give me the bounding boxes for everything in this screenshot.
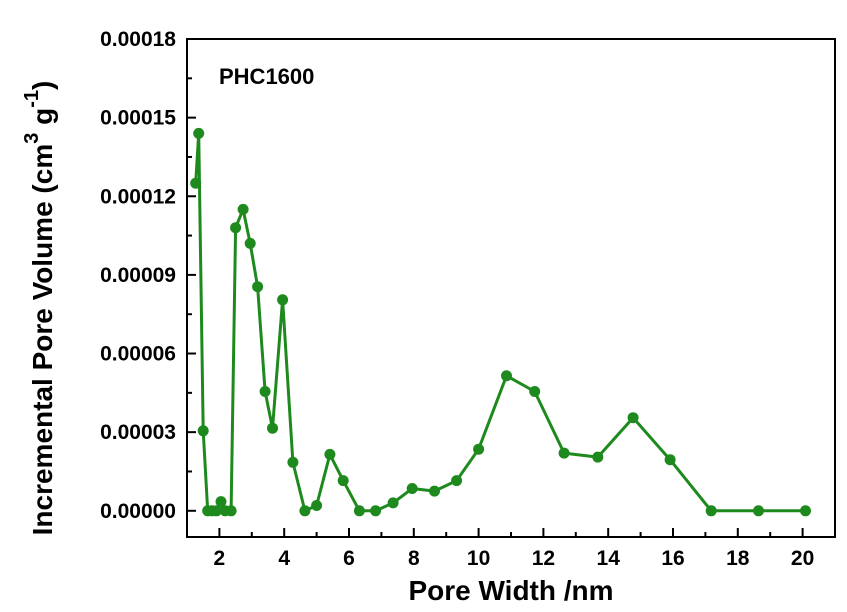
data-point bbox=[244, 237, 256, 249]
data-point bbox=[370, 505, 382, 517]
data-point bbox=[387, 497, 399, 509]
data-point bbox=[429, 485, 440, 497]
x-tick-label: 14 bbox=[597, 547, 621, 570]
data-point bbox=[287, 456, 299, 468]
data-point bbox=[353, 505, 365, 517]
data-point bbox=[215, 496, 227, 508]
y-tick-label: 0.00015 bbox=[100, 107, 176, 130]
data-point bbox=[406, 483, 418, 494]
data-point bbox=[190, 177, 202, 189]
x-tick-label: 2 bbox=[214, 547, 226, 570]
data-point bbox=[299, 505, 311, 517]
x-axis-title: Pore Width /nm bbox=[408, 575, 613, 606]
y-axis-title: Incremental Pore Volume (cm3 g-1) bbox=[21, 81, 58, 536]
data-point bbox=[311, 500, 323, 511]
data-point bbox=[230, 222, 242, 234]
data-point bbox=[237, 203, 249, 215]
data-point bbox=[592, 451, 604, 463]
y-tick-label: 0.00006 bbox=[100, 343, 176, 366]
x-tick-label: 16 bbox=[661, 547, 684, 570]
data-point bbox=[211, 505, 222, 517]
data-point bbox=[627, 412, 639, 424]
axis-ticks: 2 4 6 8 10 12 14 16 18 20 0.00000 0.00003 0.00006 0.0… bbox=[100, 28, 836, 570]
x-tick-label: 12 bbox=[532, 547, 555, 570]
y-tick-label: 0.00012 bbox=[100, 185, 176, 208]
x-tick-label: 18 bbox=[726, 547, 750, 570]
y-tick-label: 0.00018 bbox=[100, 28, 176, 51]
data-point bbox=[501, 370, 512, 382]
data-point bbox=[225, 505, 237, 517]
data-point bbox=[473, 443, 485, 455]
data-point bbox=[800, 505, 811, 517]
data-point bbox=[252, 281, 264, 293]
data-point bbox=[259, 386, 271, 397]
data-point bbox=[277, 294, 289, 306]
y-tick-label: 0.00003 bbox=[100, 421, 176, 444]
x-tick-label: 10 bbox=[467, 547, 490, 570]
data-point bbox=[529, 386, 541, 397]
plot-frame bbox=[186, 38, 836, 538]
sample-label: PHC1600 bbox=[219, 64, 314, 89]
data-point bbox=[197, 425, 209, 437]
data-point bbox=[267, 422, 278, 434]
series-pore-volume bbox=[190, 127, 811, 517]
data-point bbox=[753, 505, 764, 517]
x-tick-label: 20 bbox=[791, 547, 814, 570]
data-point bbox=[705, 505, 717, 517]
x-tick-label: 4 bbox=[278, 547, 290, 570]
data-point bbox=[337, 475, 349, 487]
data-point bbox=[324, 448, 336, 460]
data-point bbox=[558, 447, 570, 459]
data-point bbox=[193, 127, 205, 139]
y-tick-label: 0.00009 bbox=[100, 264, 176, 287]
y-tick-label: 0.00000 bbox=[100, 500, 176, 523]
x-tick-label: 6 bbox=[343, 547, 355, 570]
series-line bbox=[194, 131, 806, 513]
data-point bbox=[451, 475, 463, 487]
data-point bbox=[664, 454, 676, 466]
x-tick-label: 8 bbox=[408, 547, 420, 570]
